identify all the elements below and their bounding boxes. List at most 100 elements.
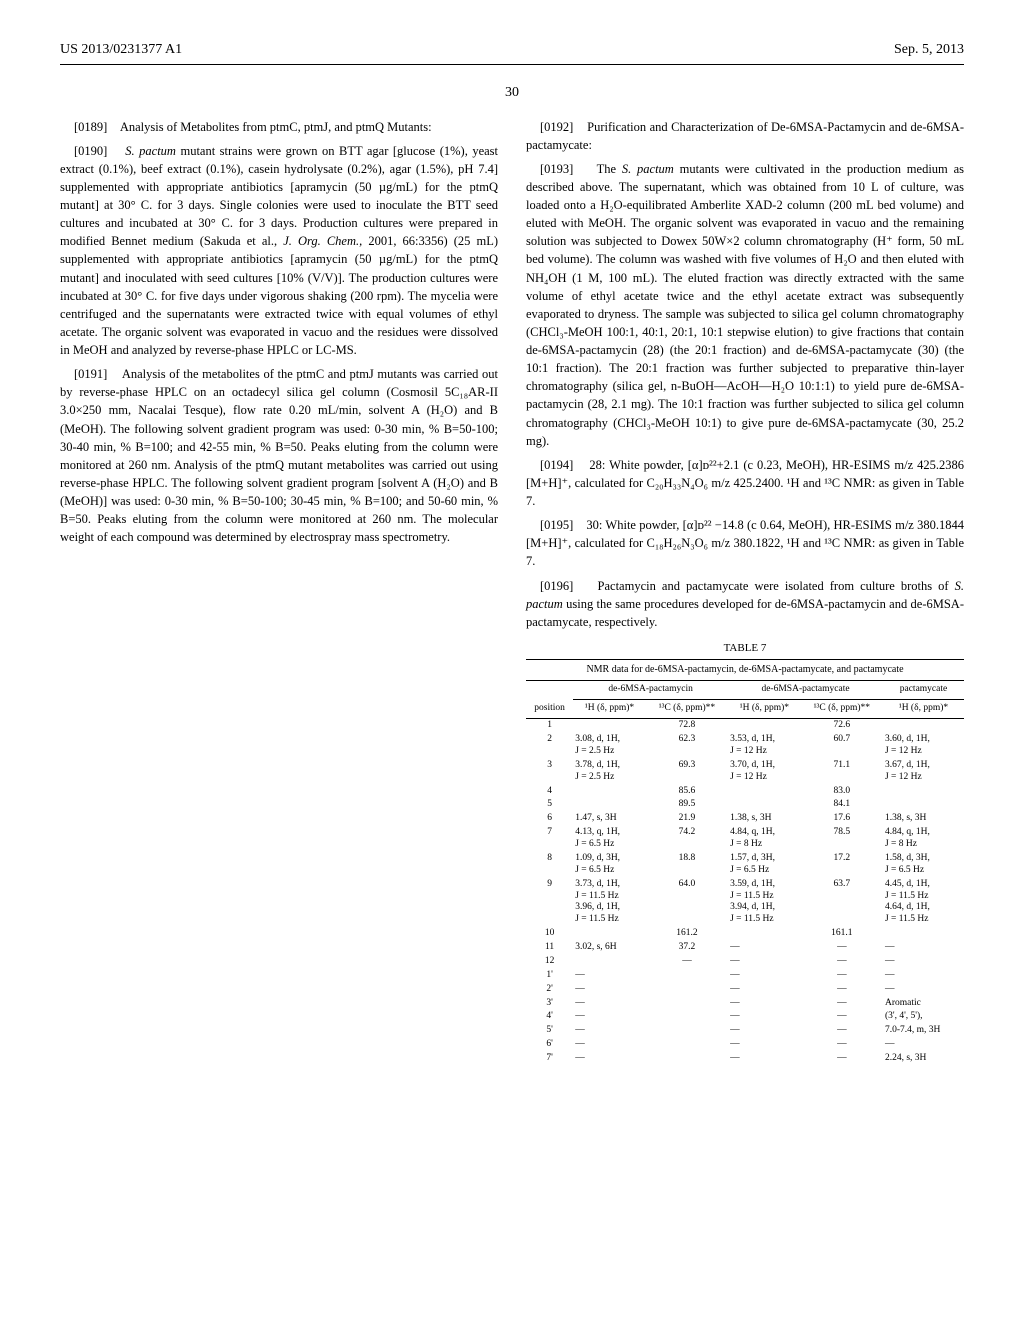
table-cell: 2 bbox=[526, 733, 573, 759]
col-c13: ¹³C (δ, ppm)** bbox=[646, 700, 728, 719]
table-cell: — bbox=[573, 997, 646, 1011]
table-cell: 1.57, d, 3H, J = 6.5 Hz bbox=[728, 852, 801, 878]
para-text: Purification and Characterization of De-… bbox=[526, 120, 964, 152]
para-num: [0196] bbox=[540, 579, 573, 593]
table-cell: — bbox=[801, 983, 883, 997]
table-row: 7'———2.24, s, 3H bbox=[526, 1052, 964, 1066]
para-text: using the same procedures developed for … bbox=[526, 597, 964, 629]
table-cell: 63.7 bbox=[801, 878, 883, 928]
right-column: [0192] Purification and Characterization… bbox=[526, 118, 964, 1066]
table-cell: 17.2 bbox=[801, 852, 883, 878]
para-num: [0189] bbox=[74, 120, 107, 134]
para-0192: [0192] Purification and Characterization… bbox=[526, 118, 964, 154]
table-label: TABLE 7 bbox=[526, 641, 964, 657]
table-cell: 3 bbox=[526, 759, 573, 785]
para-0195: [0195] 30: White powder, [α]ᴅ²² −14.8 (c… bbox=[526, 516, 964, 570]
table-cell: 5' bbox=[526, 1024, 573, 1038]
table-cell: 72.8 bbox=[646, 719, 728, 733]
table-row: 4'———(3', 4', 5'), bbox=[526, 1010, 964, 1024]
group-header: de-6MSA-pactamycin bbox=[573, 681, 728, 699]
table-row: 61.47, s, 3H21.91.38, s, 3H17.61.38, s, … bbox=[526, 812, 964, 826]
table-cell: — bbox=[728, 1052, 801, 1066]
table-cell: 71.1 bbox=[801, 759, 883, 785]
para-text: mutant strains were grown on BTT agar [g… bbox=[60, 144, 498, 249]
table-cell: — bbox=[801, 1024, 883, 1038]
table-7: TABLE 7 NMR data for de-6MSA-pactamycin,… bbox=[526, 641, 964, 1066]
para-0196: [0196] Pactamycin and pactamycate were i… bbox=[526, 577, 964, 631]
table-cell: 72.6 bbox=[801, 719, 883, 733]
table-cell bbox=[573, 927, 646, 941]
table-cell bbox=[646, 1038, 728, 1052]
journal-name: J. Org. Chem., bbox=[283, 234, 362, 248]
table-cell: 3.08, d, 1H, J = 2.5 Hz bbox=[573, 733, 646, 759]
para-0189: [0189] Analysis of Metabolites from ptmC… bbox=[60, 118, 498, 136]
table-cell: 3.73, d, 1H, J = 11.5 Hz 3.96, d, 1H, J … bbox=[573, 878, 646, 928]
table-cell: — bbox=[728, 969, 801, 983]
doc-date: Sep. 5, 2013 bbox=[894, 40, 964, 60]
table-cell: 6' bbox=[526, 1038, 573, 1052]
para-0194: [0194] 28: White powder, [α]ᴅ²²+2.1 (c 0… bbox=[526, 456, 964, 510]
table-cell: 4.45, d, 1H, J = 11.5 Hz 4.64, d, 1H, J … bbox=[883, 878, 964, 928]
table-cell: 69.3 bbox=[646, 759, 728, 785]
table-cell: 18.8 bbox=[646, 852, 728, 878]
table-cell: 3.70, d, 1H, J = 12 Hz bbox=[728, 759, 801, 785]
table-cell bbox=[573, 798, 646, 812]
table-cell: 4 bbox=[526, 785, 573, 799]
table-cell: 5 bbox=[526, 798, 573, 812]
table-row: 589.584.1 bbox=[526, 798, 964, 812]
table-cell: 3.59, d, 1H, J = 11.5 Hz 3.94, d, 1H, J … bbox=[728, 878, 801, 928]
table-cell: — bbox=[883, 955, 964, 969]
table-cell: (3', 4', 5'), bbox=[883, 1010, 964, 1024]
table-row: 93.73, d, 1H, J = 11.5 Hz 3.96, d, 1H, J… bbox=[526, 878, 964, 928]
para-text: mutants were cultivated in the productio… bbox=[526, 162, 964, 448]
table-cell bbox=[646, 983, 728, 997]
table-row: 1'———— bbox=[526, 969, 964, 983]
table-row: 81.09, d, 3H, J = 6.5 Hz18.81.57, d, 3H,… bbox=[526, 852, 964, 878]
table-cell: 8 bbox=[526, 852, 573, 878]
table-cell: 84.1 bbox=[801, 798, 883, 812]
table-row: 23.08, d, 1H, J = 2.5 Hz62.33.53, d, 1H,… bbox=[526, 733, 964, 759]
table-cell: — bbox=[573, 1052, 646, 1066]
table-cell bbox=[728, 927, 801, 941]
table-cell: 161.1 bbox=[801, 927, 883, 941]
table-cell: 3.02, s, 6H bbox=[573, 941, 646, 955]
table-cell: 7' bbox=[526, 1052, 573, 1066]
table-cell: — bbox=[801, 969, 883, 983]
table-row: 485.683.0 bbox=[526, 785, 964, 799]
table-cell: — bbox=[646, 955, 728, 969]
table-cell: 7 bbox=[526, 826, 573, 852]
table-cell: 3.78, d, 1H, J = 2.5 Hz bbox=[573, 759, 646, 785]
table-cell: 6 bbox=[526, 812, 573, 826]
table-row: 10161.2161.1 bbox=[526, 927, 964, 941]
col-position: position bbox=[526, 681, 573, 718]
table-cell bbox=[728, 798, 801, 812]
table-cell bbox=[573, 785, 646, 799]
table-cell: 4.84, q, 1H, J = 8 Hz bbox=[728, 826, 801, 852]
table-cell: 9 bbox=[526, 878, 573, 928]
table-row: 6'———— bbox=[526, 1038, 964, 1052]
table-cell bbox=[646, 997, 728, 1011]
table-cell: 161.2 bbox=[646, 927, 728, 941]
page-number: 30 bbox=[60, 83, 964, 103]
col-h1: ¹H (δ, ppm)* bbox=[573, 700, 646, 719]
table-row: 12———— bbox=[526, 955, 964, 969]
para-text: Analysis of the metabolites of the ptmC … bbox=[60, 367, 498, 544]
left-column: [0189] Analysis of Metabolites from ptmC… bbox=[60, 118, 498, 1066]
para-0193: [0193] The S. pactum mutants were cultiv… bbox=[526, 160, 964, 450]
table-cell: 1.38, s, 3H bbox=[728, 812, 801, 826]
table-cell: 1' bbox=[526, 969, 573, 983]
table-cell: 1.47, s, 3H bbox=[573, 812, 646, 826]
page-header: US 2013/0231377 A1 Sep. 5, 2013 bbox=[60, 40, 964, 65]
table-cell: 7.0-7.4, m, 3H bbox=[883, 1024, 964, 1038]
table-cell: 83.0 bbox=[801, 785, 883, 799]
table-cell: — bbox=[573, 1038, 646, 1052]
table-cell: — bbox=[801, 955, 883, 969]
para-num: [0195] bbox=[540, 518, 573, 532]
table-row: 74.13, q, 1H, J = 6.5 Hz74.24.84, q, 1H,… bbox=[526, 826, 964, 852]
table-cell: 3.60, d, 1H, J = 12 Hz bbox=[883, 733, 964, 759]
table-cell: — bbox=[728, 1038, 801, 1052]
table-cell: — bbox=[573, 1010, 646, 1024]
table-cell: 12 bbox=[526, 955, 573, 969]
table-cell: 37.2 bbox=[646, 941, 728, 955]
species-name: S. pactum bbox=[622, 162, 674, 176]
